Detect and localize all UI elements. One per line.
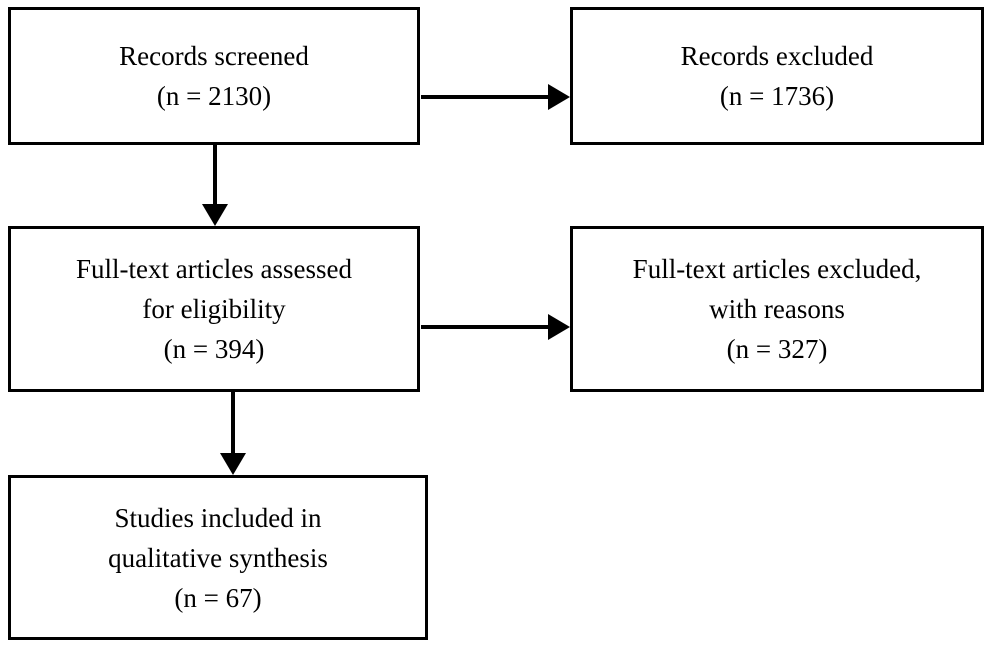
arrow-shaft [231, 392, 235, 455]
arrow-shaft [421, 325, 550, 329]
studies-included-label-line2: qualitative synthesis [108, 542, 328, 573]
fulltext-excluded-label-line2: with reasons [709, 294, 845, 324]
arrow-right-screened-to-excluded-icon [421, 84, 570, 110]
arrow-head-right-icon [548, 84, 570, 110]
fulltext-assessed-count: (n = 394) [163, 334, 265, 364]
fulltext-excluded-label-line1: Full-text articles excluded, [632, 254, 922, 284]
arrow-head-down-icon [202, 204, 228, 226]
fulltext-assessed-label-line2: for eligibility [142, 294, 286, 324]
fulltext-assessed-box: Full-text articles assessed for eligibil… [8, 226, 420, 392]
arrow-shaft [421, 95, 550, 99]
fulltext-assessed-label-line1: Full-text articles assessed [76, 254, 352, 284]
records-screened-box: Records screened (n = 2130) [8, 7, 420, 145]
fulltext-excluded-box: Full-text articles excluded, with reason… [570, 226, 984, 392]
arrow-shaft [213, 145, 217, 206]
arrow-down-assessed-to-included-icon [220, 392, 246, 475]
records-screened-label: Records screened [119, 41, 309, 71]
records-excluded-box: Records excluded (n = 1736) [570, 7, 984, 145]
arrow-right-assessed-to-excluded-icon [421, 314, 570, 340]
studies-included-count: (n = 67) [174, 582, 262, 613]
arrow-head-down-icon [220, 453, 246, 475]
records-screened-count: (n = 2130) [156, 81, 272, 111]
arrow-head-right-icon [548, 314, 570, 340]
arrow-down-screened-to-assessed-icon [202, 145, 228, 226]
fulltext-excluded-count: (n = 327) [726, 334, 828, 364]
studies-included-label-line1: Studies included in [114, 502, 322, 533]
records-excluded-label: Records excluded [680, 41, 874, 71]
studies-included-box: Studies included in qualitative synthesi… [8, 475, 428, 640]
records-excluded-count: (n = 1736) [719, 81, 835, 111]
